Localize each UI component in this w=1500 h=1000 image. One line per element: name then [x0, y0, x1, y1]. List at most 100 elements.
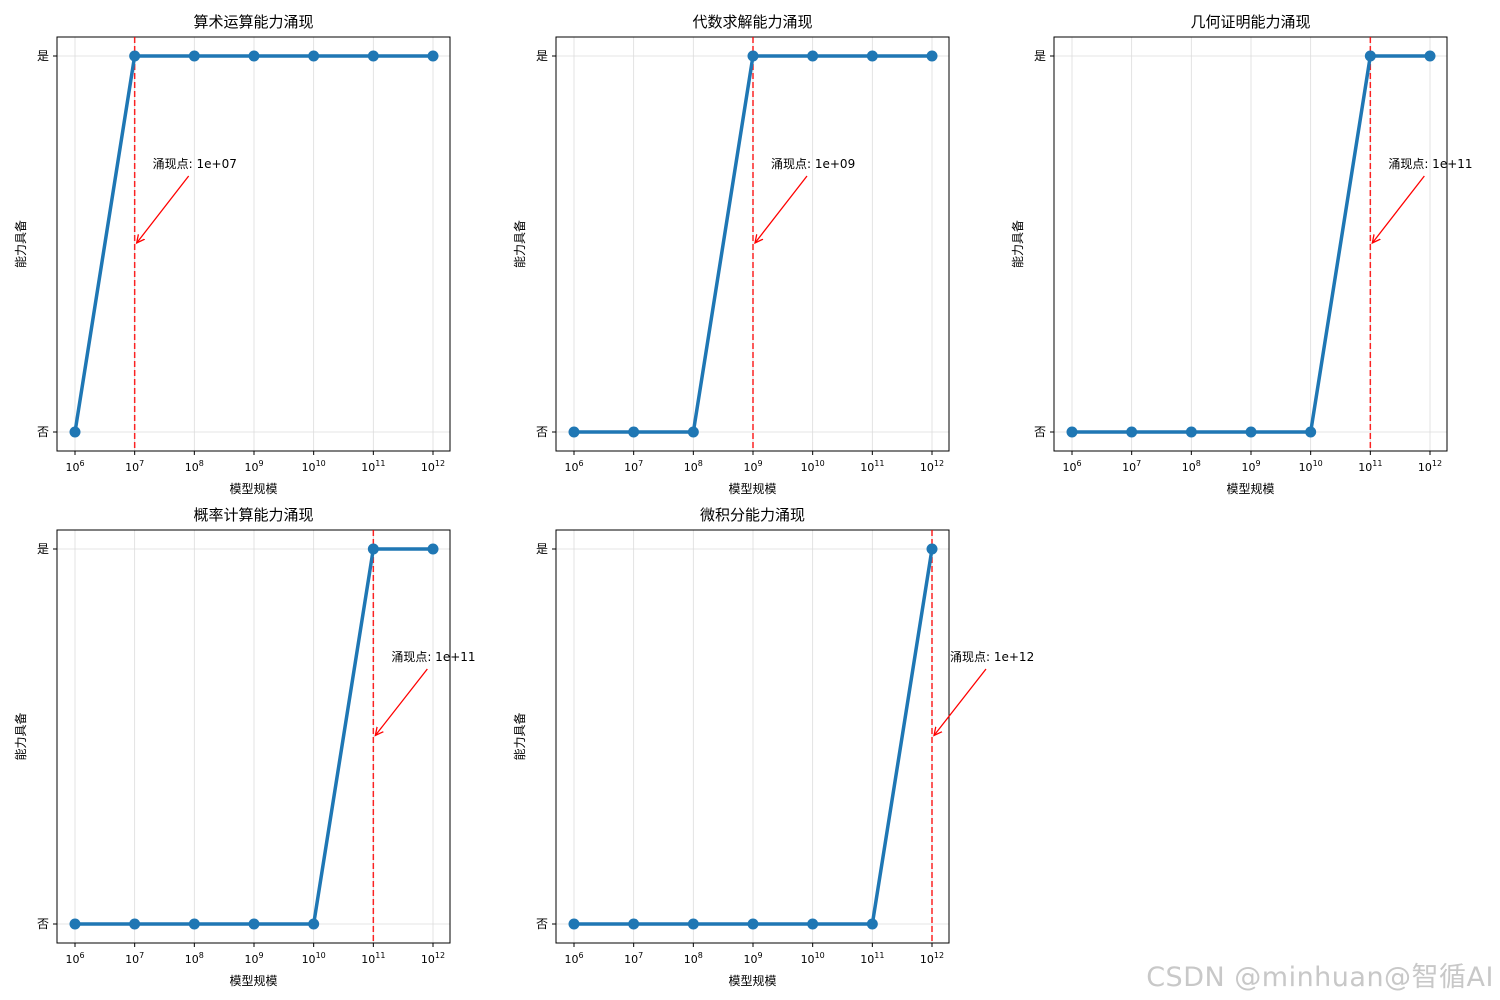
data-point	[1245, 426, 1257, 438]
x-tick-label: 1010	[1299, 459, 1323, 474]
x-tick-label-exponent: 7	[638, 951, 643, 960]
x-tick-label: 108	[185, 951, 204, 966]
x-tick-label: 107	[125, 459, 144, 474]
x-tick-label-exponent: 12	[435, 951, 445, 960]
x-tick-label-base: 10	[1358, 461, 1372, 474]
annotation-label: 涌现点: 1e+11	[1388, 157, 1472, 171]
chart-title: 代数求解能力涌现	[692, 13, 812, 31]
x-tick-label-exponent: 10	[316, 951, 326, 960]
data-point	[248, 918, 260, 930]
data-point	[1305, 426, 1317, 438]
x-tick-label-exponent: 9	[1255, 459, 1260, 468]
x-tick-label-base: 10	[1122, 461, 1136, 474]
x-tick-label-exponent: 12	[435, 459, 445, 468]
x-tick-label: 108	[1182, 459, 1201, 474]
x-tick-label-base: 10	[684, 953, 698, 966]
data-point	[188, 50, 200, 62]
annotation-arrow	[137, 175, 190, 243]
x-axis-label: 模型规模	[229, 973, 277, 988]
x-tick-label-base: 10	[302, 953, 316, 966]
subplot-4: 106 107 108 109 1010 1011 1012否是概率计算能力涌现模型规模能力…	[14, 506, 476, 988]
x-axis-label: 模型规模	[1226, 481, 1274, 496]
x-tick-label-base: 10	[185, 461, 199, 474]
y-axis-label: 能力具备	[1011, 220, 1025, 268]
x-tick-label-exponent: 6	[79, 951, 84, 960]
x-tick-label: 106	[65, 951, 84, 966]
x-tick-label-exponent: 11	[375, 951, 385, 960]
x-tick-label: 109	[244, 951, 263, 966]
watermark: CSDN @minhuan@智循AI	[1146, 962, 1494, 993]
x-tick-label-base: 10	[421, 953, 435, 966]
y-tick-label: 是	[1034, 49, 1046, 63]
data-point	[1424, 50, 1436, 62]
x-tick-label: 107	[624, 951, 643, 966]
x-tick-label: 1011	[361, 459, 385, 474]
x-tick-label: 1012	[920, 459, 944, 474]
x-axis-label: 模型规模	[728, 973, 776, 988]
x-tick-label: 109	[1241, 459, 1260, 474]
x-tick-label-exponent: 10	[1313, 459, 1323, 468]
data-point	[866, 50, 878, 62]
x-axis-label: 模型规模	[728, 481, 776, 496]
annotation-label: 涌现点: 1e+07	[153, 157, 237, 171]
data-point	[926, 50, 938, 62]
y-axis-label: 能力具备	[513, 712, 527, 760]
data-point	[1126, 426, 1138, 438]
chart-title: 微积分能力涌现	[700, 506, 805, 524]
x-tick-label-base: 10	[1241, 461, 1255, 474]
x-tick-label: 1010	[302, 951, 326, 966]
data-point	[308, 50, 320, 62]
x-tick-label-exponent: 11	[874, 951, 884, 960]
data-point	[807, 918, 819, 930]
x-tick-label-base: 10	[65, 461, 79, 474]
x-tick-label-exponent: 9	[258, 459, 263, 468]
x-tick-label-base: 10	[302, 461, 316, 474]
chart-title: 概率计算能力涌现	[193, 506, 313, 524]
x-tick-label: 106	[1062, 459, 1081, 474]
x-tick-label-base: 10	[860, 461, 874, 474]
x-tick-label-exponent: 10	[316, 459, 326, 468]
y-tick-label: 否	[37, 425, 49, 439]
x-tick-label-base: 10	[361, 461, 375, 474]
x-tick-label: 107	[1122, 459, 1141, 474]
plot-area	[57, 37, 450, 451]
data-point	[568, 918, 580, 930]
chart-title: 算术运算能力涌现	[193, 13, 313, 31]
x-tick-label: 1010	[302, 459, 326, 474]
data-point	[926, 543, 938, 555]
annotation-label: 涌现点: 1e+09	[771, 157, 855, 171]
data-point	[628, 426, 640, 438]
data-point	[367, 543, 379, 555]
y-axis-label: 能力具备	[513, 220, 527, 268]
y-tick-label: 是	[37, 542, 49, 556]
x-tick-label-exponent: 9	[757, 459, 762, 468]
x-tick-label: 1010	[801, 951, 825, 966]
data-point	[129, 50, 141, 62]
x-tick-label-exponent: 10	[815, 459, 825, 468]
x-tick-label: 1012	[1418, 459, 1442, 474]
chart-title: 几何证明能力涌现	[1190, 13, 1310, 31]
x-tick-label-base: 10	[801, 953, 815, 966]
x-tick-label: 1011	[860, 459, 884, 474]
subplot-1: 106 107 108 109 1010 1011 1012否是算术运算能力涌现模型规模能力…	[14, 13, 451, 496]
x-tick-label: 108	[185, 459, 204, 474]
x-tick-label-exponent: 12	[1432, 459, 1442, 468]
y-tick-label: 是	[536, 49, 548, 63]
x-tick-label: 1012	[421, 459, 445, 474]
data-point	[69, 918, 81, 930]
data-point	[129, 918, 141, 930]
x-tick-label-exponent: 6	[1076, 459, 1081, 468]
y-tick-label: 否	[1034, 425, 1046, 439]
data-point	[367, 50, 379, 62]
y-tick-label: 否	[536, 425, 548, 439]
x-tick-label-base: 10	[1182, 461, 1196, 474]
x-tick-label: 1012	[920, 951, 944, 966]
x-tick-label-exponent: 6	[578, 459, 583, 468]
x-tick-label: 109	[244, 459, 263, 474]
plot-area	[57, 530, 450, 943]
x-tick-label-base: 10	[361, 953, 375, 966]
x-tick-label-exponent: 7	[139, 951, 144, 960]
y-axis-label: 能力具备	[14, 712, 28, 760]
y-tick-label: 否	[37, 917, 49, 931]
annotation-arrow	[755, 175, 808, 243]
